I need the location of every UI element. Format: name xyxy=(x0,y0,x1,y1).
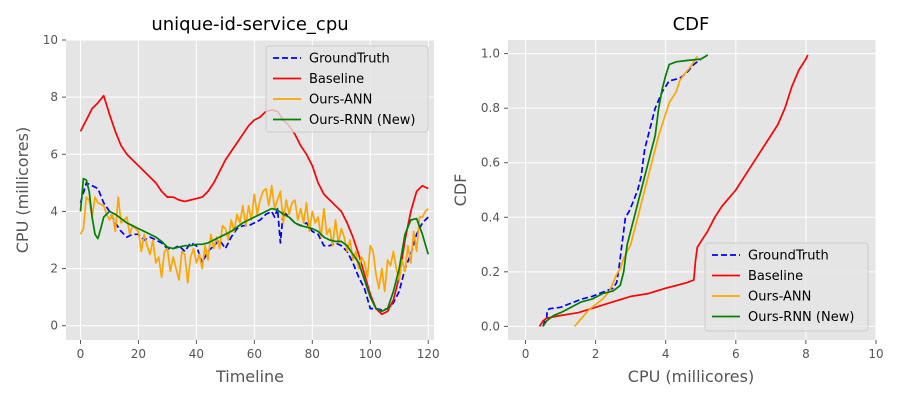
series-line-groundtruth xyxy=(79,182,429,311)
x-tick-label: 0 xyxy=(522,347,530,361)
x-tick-label: 8 xyxy=(802,347,810,361)
legend-cdf: GroundTruth Baseline Ours-ANN Ours-RNN (New… xyxy=(704,242,869,332)
x-axis-label-cdf: CPU (millicores) xyxy=(628,367,754,386)
y-tick-label: 8 xyxy=(50,90,58,104)
series-line-baseline xyxy=(79,94,429,316)
series-line-ours-ann xyxy=(573,55,699,327)
legend-frame xyxy=(704,242,869,332)
panel-timeseries: unique-id-service_cpu 0 20 40 60 80 100 120 0 2… xyxy=(13,14,440,386)
panel-cdf: CDF 0 2 4 6 8 10 0.0 0.2 0.4 0.6 0.8 1.0 CPU (mill… xyxy=(451,14,884,386)
y-ticks-cdf: 0.0 0.2 0.4 0.6 0.8 1.0 xyxy=(481,47,508,333)
x-ticks-cdf: 0 2 4 6 8 10 xyxy=(522,340,884,361)
series-line-groundtruth xyxy=(542,58,702,327)
x-tick-label: 6 xyxy=(732,347,740,361)
legend-label-ours-ann: Ours-ANN xyxy=(309,93,372,108)
x-tick-label: 100 xyxy=(359,347,382,361)
y-tick-label: 0 xyxy=(50,319,58,333)
legend-label-baseline: Baseline xyxy=(748,269,803,284)
x-ticks-timeseries: 0 20 40 60 80 100 120 xyxy=(77,340,440,361)
x-axis-label-timeseries: Timeline xyxy=(215,367,284,386)
y-tick-label: 0.0 xyxy=(481,319,500,333)
x-tick-label: 10 xyxy=(868,347,883,361)
series-line-ours-rnn-new xyxy=(79,177,430,313)
x-tick-label: 60 xyxy=(247,347,262,361)
x-tick-label: 0 xyxy=(77,347,85,361)
x-tick-label: 20 xyxy=(131,347,146,361)
y-tick-label: 0.4 xyxy=(481,210,500,224)
y-tick-label: 6 xyxy=(50,147,58,161)
y-tick-label: 10 xyxy=(43,33,58,47)
x-tick-label: 80 xyxy=(305,347,320,361)
x-tick-label: 2 xyxy=(592,347,600,361)
series-line-ours-ann xyxy=(79,184,429,293)
legend-label-ours-rnn-new: Ours-RNN (New) xyxy=(748,310,854,325)
y-tick-label: 2 xyxy=(50,262,58,276)
series-line-baseline xyxy=(538,54,809,327)
x-tick-label: 4 xyxy=(662,347,670,361)
y-tick-label: 1.0 xyxy=(481,47,500,61)
legend-timeseries: GroundTruth Baseline Ours-ANN Ours-RNN (New… xyxy=(265,45,429,133)
y-axis-label-cdf: CDF xyxy=(451,174,470,207)
legend-label-ours-rnn-new: Ours-RNN (New) xyxy=(309,113,415,128)
x-tick-label: 40 xyxy=(189,347,204,361)
chart-title-cdf: CDF xyxy=(673,14,710,35)
chart-title-timeseries: unique-id-service_cpu xyxy=(151,14,348,35)
series-lines-cdf xyxy=(538,54,809,327)
legend-label-groundtruth: GroundTruth xyxy=(309,52,390,67)
y-tick-label: 0.6 xyxy=(481,156,500,170)
series-line-ours-rnn-new xyxy=(542,54,709,327)
x-tick-label: 120 xyxy=(417,347,440,361)
y-tick-label: 4 xyxy=(50,204,58,218)
series-lines-timeseries xyxy=(79,94,430,316)
y-axis-label-timeseries: CPU (millicores) xyxy=(13,127,32,253)
y-ticks-timeseries: 0 2 4 6 8 10 xyxy=(43,33,66,333)
y-tick-label: 0.2 xyxy=(481,265,500,279)
legend-label-baseline: Baseline xyxy=(309,72,364,87)
legend-frame xyxy=(265,45,429,133)
legend-label-ours-ann: Ours-ANN xyxy=(748,290,811,305)
y-tick-label: 0.8 xyxy=(481,101,500,115)
legend-label-groundtruth: GroundTruth xyxy=(748,249,829,264)
